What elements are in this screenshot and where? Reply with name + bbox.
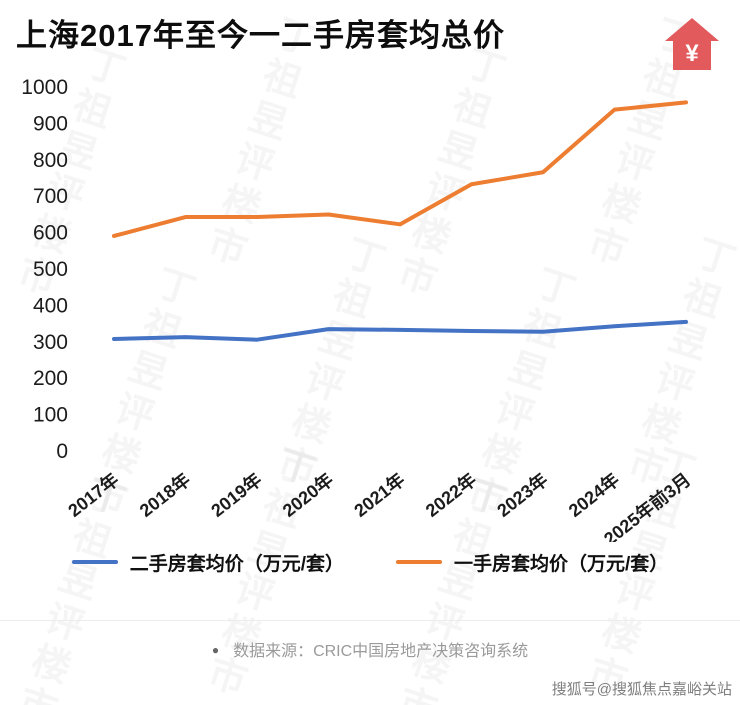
house-icon-svg: ¥ bbox=[665, 18, 719, 70]
sohu-credit: 搜狐号@搜狐焦点嘉峪关站 bbox=[551, 681, 732, 698]
y-axis-tick: 500 bbox=[33, 258, 68, 281]
y-axis-tick: 700 bbox=[33, 185, 68, 208]
x-axis-tick: 2020年 bbox=[278, 469, 337, 521]
legend-swatch-orange bbox=[396, 560, 442, 564]
y-axis-tick: 300 bbox=[33, 331, 68, 354]
x-axis-tick: 2022年 bbox=[421, 469, 480, 521]
y-axis-tick: 600 bbox=[33, 222, 68, 245]
x-axis-tick: 2019年 bbox=[207, 469, 266, 521]
series-line-0 bbox=[112, 319, 688, 342]
page-title: 上海2017年至今一二手房套均总价 bbox=[16, 18, 505, 53]
chart-area: 0 100 200 300 400 500 600 700 800 900 1000 2017年 201… bbox=[0, 72, 740, 542]
bullet-icon: ● bbox=[211, 643, 220, 657]
y-axis-tick: 800 bbox=[33, 149, 68, 172]
yen-symbol: ¥ bbox=[685, 40, 699, 67]
house-shape bbox=[665, 18, 719, 70]
data-source-text: 数据来源：CRIC中国房地产决策咨询系统 bbox=[233, 643, 529, 660]
legend-label-newhome: 一手房套均价（万元/套） bbox=[454, 553, 669, 575]
data-source-footer: ● 数据来源：CRIC中国房地产决策咨询系统 bbox=[0, 620, 740, 661]
y-axis-tick: 400 bbox=[33, 294, 68, 317]
x-axis-tick: 2018年 bbox=[135, 469, 194, 521]
legend-item-newhome: 一手房套均价（万元/套） bbox=[396, 549, 668, 576]
x-axis-tick: 2017年 bbox=[64, 469, 123, 521]
x-axis-tick: 2023年 bbox=[493, 469, 552, 521]
x-axis-tick: 2024年 bbox=[564, 469, 623, 521]
legend-swatch-blue bbox=[71, 560, 118, 564]
y-axis-tick: 900 bbox=[33, 112, 68, 135]
y-axis-tick: 0 bbox=[56, 440, 68, 463]
x-axis-tick: 2021年 bbox=[350, 469, 409, 521]
y-axis-tick: 200 bbox=[33, 367, 68, 390]
series-line-1 bbox=[112, 100, 688, 238]
header: 上海2017年至今一二手房套均总价 ¥ bbox=[0, 0, 740, 72]
house-yen-icon: ¥ bbox=[664, 16, 720, 72]
y-axis-tick: 100 bbox=[33, 404, 68, 427]
y-axis-tick: 1000 bbox=[21, 76, 68, 99]
legend: 二手房套均价（万元/套） 一手房套均价（万元/套） bbox=[0, 542, 740, 582]
legend-label-secondhand: 二手房套均价（万元/套） bbox=[129, 553, 344, 575]
legend-item-secondhand: 二手房套均价（万元/套） bbox=[71, 549, 344, 576]
